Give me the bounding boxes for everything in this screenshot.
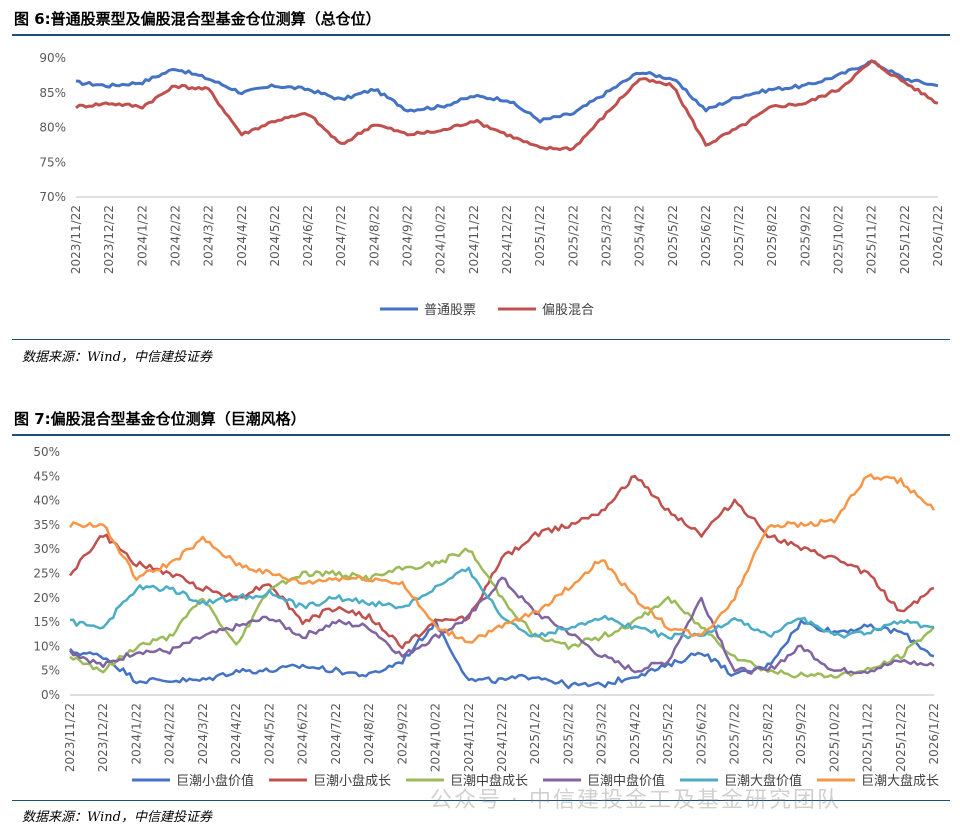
x-tick-label: 2025/8/22: [761, 703, 775, 765]
x-tick-label: 2024/1/22: [135, 205, 149, 267]
figure-6-source: 数据来源：Wind，中信建投证券: [22, 350, 212, 365]
figure-6-top-rule: [12, 34, 950, 36]
x-tick-label: 2024/6/22: [301, 205, 315, 267]
series-line-1: [75, 59, 939, 124]
x-tick-label: 2025/11/22: [865, 205, 879, 274]
y-tick-label: 50%: [33, 445, 60, 459]
watermark: 公众号 · 中信建投金工及基金研究团队: [430, 788, 841, 813]
y-tick-label: 90%: [39, 51, 66, 65]
x-tick-label: 2024/5/22: [262, 703, 276, 765]
legend-label: 巨潮大盘价值: [724, 773, 802, 789]
x-tick-label: 2025/9/22: [798, 205, 812, 267]
x-tick-label: 2024/8/22: [367, 205, 381, 267]
x-tick-label: 2024/1/22: [129, 703, 143, 765]
figure-6-bottom-rule: [12, 339, 950, 340]
x-tick-label: 2024/7/22: [329, 703, 343, 765]
series-line-3: [69, 547, 935, 679]
x-tick-label: 2024/5/22: [268, 205, 282, 267]
series-line-4: [68, 576, 935, 675]
x-tick-label: 2024/12/22: [495, 703, 509, 772]
x-tick-label: 2024/4/22: [229, 703, 243, 765]
y-tick-label: 25%: [33, 567, 60, 581]
x-tick-label: 2025/7/22: [728, 703, 742, 765]
legend-label: 巨潮小盘价值: [176, 773, 254, 789]
x-tick-label: 2025/11/22: [861, 703, 875, 772]
x-tick-label: 2025/12/22: [898, 205, 912, 274]
y-tick-label: 5%: [41, 664, 60, 678]
y-tick-label: 80%: [39, 121, 66, 135]
y-tick-label: 85%: [39, 86, 66, 100]
x-tick-label: 2025/4/22: [628, 703, 642, 765]
x-tick-label: 2025/1/22: [533, 205, 547, 267]
y-tick-label: 0%: [41, 688, 60, 702]
x-tick-label: 2024/11/22: [467, 205, 481, 274]
series-line-2: [68, 474, 935, 650]
x-tick-label: 2025/9/22: [794, 703, 808, 765]
x-tick-label: 2024/4/22: [235, 205, 249, 267]
y-tick-label: 20%: [33, 591, 60, 605]
figure-7-title: 图 7:偏股混合型基金仓位测算（巨潮风格）: [14, 410, 306, 428]
x-tick-label: 2024/2/22: [168, 205, 182, 267]
legend-label: 巨潮小盘成长: [313, 773, 391, 789]
x-tick-label: 2024/2/22: [163, 703, 177, 765]
legend-label: 巨潮中盘成长: [450, 773, 528, 789]
x-tick-label: 2024/8/22: [362, 703, 376, 765]
x-tick-label: 2024/10/22: [434, 205, 448, 274]
legend-label: 巨潮大盘成长: [861, 773, 939, 789]
x-tick-label: 2025/10/22: [832, 205, 846, 274]
x-tick-label: 2025/4/22: [633, 205, 647, 267]
x-tick-label: 2023/12/22: [96, 703, 110, 772]
series-line-1: [69, 618, 935, 690]
series-line-6: [68, 473, 936, 644]
x-tick-label: 2024/12/22: [500, 205, 514, 274]
x-tick-label: 2024/9/22: [395, 703, 409, 765]
figure-6-title: 图 6:普通股票型及偏股混合型基金仓位测算（总仓位）: [14, 10, 381, 28]
x-tick-label: 2025/6/22: [699, 205, 713, 267]
x-tick-label: 2023/11/22: [69, 205, 83, 274]
x-tick-label: 2023/12/22: [102, 205, 116, 274]
figure-7-source: 数据来源：Wind，中信建投证券: [22, 810, 212, 825]
series-line-2: [75, 59, 939, 152]
y-tick-label: 15%: [33, 615, 60, 629]
x-tick-label: 2025/2/22: [566, 205, 580, 267]
x-tick-label: 2025/1/22: [528, 703, 542, 765]
x-tick-label: 2026/1/22: [927, 703, 941, 765]
y-tick-label: 40%: [33, 494, 60, 508]
y-tick-label: 75%: [39, 155, 66, 169]
x-tick-label: 2024/6/22: [296, 703, 310, 765]
legend-label: 偏股混合: [542, 303, 594, 318]
x-tick-label: 2025/10/22: [827, 703, 841, 772]
x-tick-label: 2026/1/22: [931, 205, 945, 267]
x-tick-label: 2024/11/22: [462, 703, 476, 772]
x-tick-label: 2025/3/22: [595, 703, 609, 765]
figure-7-bottom-rule: [12, 800, 950, 801]
x-tick-label: 2025/2/22: [561, 703, 575, 765]
x-tick-label: 2025/12/22: [894, 703, 908, 772]
x-tick-label: 2025/5/22: [666, 205, 680, 267]
x-tick-label: 2024/3/22: [202, 205, 216, 267]
x-tick-label: 2025/3/22: [599, 205, 613, 267]
legend-label: 普通股票: [424, 303, 476, 318]
x-tick-label: 2024/3/22: [196, 703, 210, 765]
x-tick-label: 2024/7/22: [334, 205, 348, 267]
y-tick-label: 45%: [33, 469, 60, 483]
x-tick-label: 2023/11/22: [63, 703, 77, 772]
x-tick-label: 2024/9/22: [401, 205, 415, 267]
y-tick-label: 10%: [33, 639, 60, 653]
y-tick-label: 35%: [33, 518, 60, 532]
y-tick-label: 30%: [33, 542, 60, 556]
x-tick-label: 2025/8/22: [765, 205, 779, 267]
figure-7-top-rule: [12, 434, 950, 436]
x-tick-label: 2025/5/22: [661, 703, 675, 765]
x-tick-label: 2024/10/22: [429, 703, 443, 772]
legend-label: 巨潮中盘价值: [587, 773, 665, 789]
y-tick-label: 70%: [39, 190, 66, 204]
x-tick-label: 2025/6/22: [694, 703, 708, 765]
x-tick-label: 2025/7/22: [732, 205, 746, 267]
